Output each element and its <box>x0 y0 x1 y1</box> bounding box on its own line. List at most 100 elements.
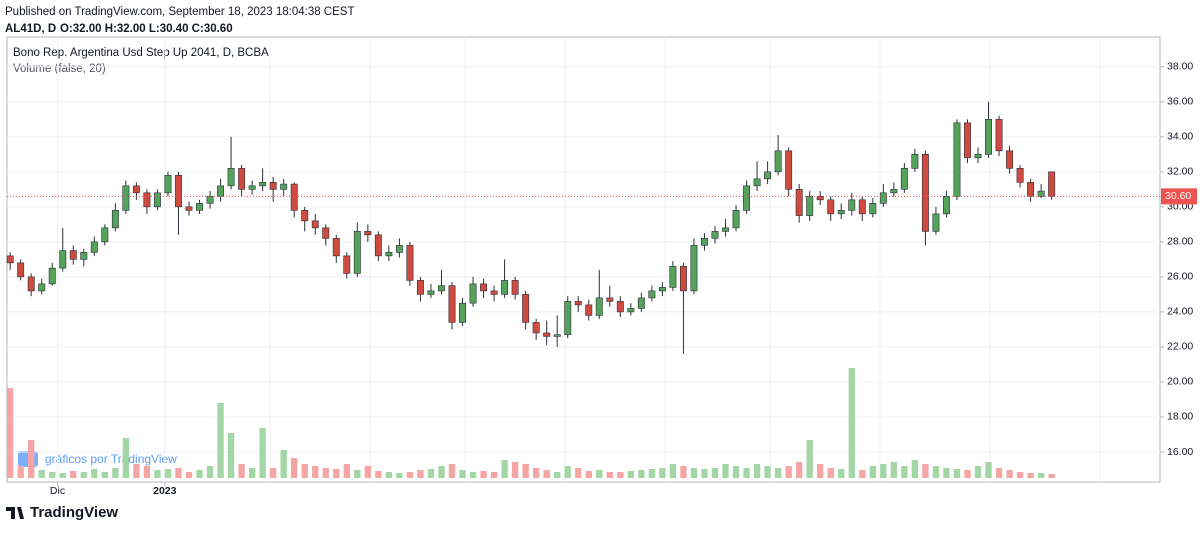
volume-bar <box>406 472 414 478</box>
volume-bar <box>438 466 445 478</box>
candle-body <box>595 297 603 316</box>
candle-body <box>995 118 1003 152</box>
volume-bar <box>49 472 56 478</box>
last-price-box <box>1161 188 1197 205</box>
volume-bar <box>312 466 319 478</box>
volume-bar <box>627 471 634 478</box>
volume-bar <box>827 468 834 478</box>
volume-bar <box>1048 474 1055 478</box>
volume-bar <box>522 464 529 478</box>
volume-bar <box>396 473 403 478</box>
candle-body <box>469 283 477 304</box>
x-tick-label: 2023 <box>153 485 177 497</box>
volume-bar <box>753 464 761 478</box>
volume-bar <box>217 403 224 478</box>
candle-body <box>395 245 403 253</box>
candle-body <box>921 154 929 232</box>
candle-body <box>332 238 340 257</box>
candle-body <box>59 250 67 269</box>
volume-bar <box>848 368 855 478</box>
candle-body <box>217 185 225 197</box>
y-tick-label: 34.00 <box>1167 131 1193 143</box>
candle-body <box>1037 190 1045 197</box>
y-tick-label: 26.00 <box>1167 271 1193 283</box>
volume-bar <box>322 468 329 478</box>
candle-body <box>122 185 130 211</box>
volume-bar <box>101 472 108 478</box>
volume-bar <box>974 466 982 478</box>
candle-body <box>574 301 582 306</box>
candle-body <box>153 192 161 208</box>
chart-title: Bono Rep. Argentina Usd Step Up 2041, D,… <box>13 47 269 59</box>
volume-bar <box>596 470 603 478</box>
candle-body <box>543 332 551 337</box>
volume-bar <box>869 466 876 478</box>
candle-body <box>637 297 645 309</box>
watermark-icon <box>18 451 38 467</box>
candle-body <box>280 183 288 190</box>
candle-body <box>879 192 887 204</box>
candle-body <box>1048 171 1056 197</box>
last-price-label: 30.60 <box>1165 190 1191 202</box>
volume-bar <box>606 472 613 478</box>
candle-body <box>743 185 751 211</box>
watermark: gráficos por TradingView <box>18 451 177 467</box>
y-tick-label: 18.00 <box>1167 411 1193 423</box>
volume-bar <box>490 472 498 478</box>
candle-body <box>1016 168 1024 183</box>
candle-body <box>658 287 666 292</box>
volume-bar <box>901 466 908 478</box>
candle-body <box>385 252 393 257</box>
volume-bar <box>690 468 698 478</box>
volume-bar <box>427 469 435 478</box>
candle-body <box>480 283 488 292</box>
candle-body <box>985 118 992 155</box>
volume-bar <box>911 460 919 478</box>
candle-body <box>427 290 435 295</box>
volume-bar <box>259 428 266 478</box>
candle-body <box>532 322 540 334</box>
candle-body <box>459 302 466 323</box>
candle-body <box>753 178 761 187</box>
candle-body <box>522 294 530 323</box>
volume-bar <box>1037 473 1045 478</box>
candle-body <box>111 210 119 229</box>
volume-bar <box>575 468 582 478</box>
volume-bar <box>585 471 592 478</box>
candle-body <box>185 206 193 211</box>
candle-body <box>827 199 835 215</box>
candle-body <box>785 150 793 190</box>
volume-bar <box>701 469 708 478</box>
candle-body <box>416 280 424 295</box>
candle-body <box>448 285 456 323</box>
volume-bar <box>38 470 45 478</box>
candle-body <box>48 267 56 285</box>
candle-body <box>974 154 982 159</box>
candle-body <box>616 301 624 313</box>
volume-bar <box>785 466 792 478</box>
candle-body <box>38 283 46 292</box>
volume-bar <box>554 472 561 478</box>
y-tick-label: 36.00 <box>1167 96 1193 108</box>
volume-bar <box>185 472 193 478</box>
candle-body <box>690 245 698 292</box>
candle-body <box>248 185 256 190</box>
volume-bar <box>1016 472 1024 478</box>
y-tick-label: 38.00 <box>1167 61 1193 73</box>
candle-body <box>322 227 330 239</box>
volume-legend: Volume (false, 20) <box>13 63 106 75</box>
candle-body <box>553 334 561 337</box>
plot-frame <box>6 36 1161 483</box>
x-tick-label: Dic <box>50 485 65 497</box>
volume-bar <box>59 473 66 478</box>
footer-text: TradingView <box>30 504 118 521</box>
candle-body <box>290 183 298 211</box>
watermark-text: gráficos por TradingView <box>45 452 177 466</box>
candle-body <box>438 285 445 292</box>
volume-bar <box>680 466 687 478</box>
volume-bar <box>480 471 487 478</box>
volume-bar <box>774 468 782 478</box>
volume-bar <box>838 469 845 478</box>
candle-body <box>732 210 740 229</box>
